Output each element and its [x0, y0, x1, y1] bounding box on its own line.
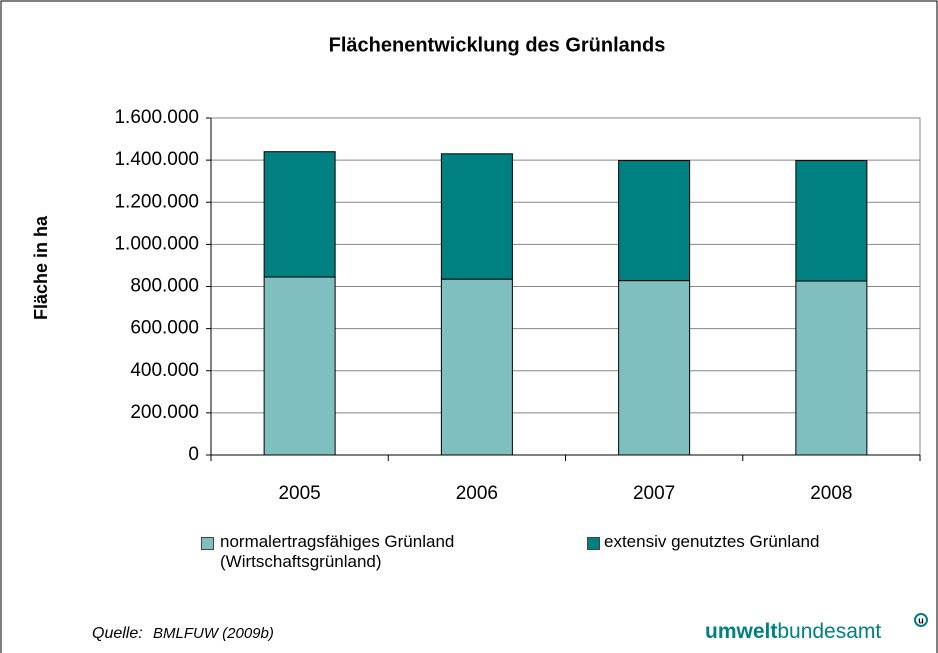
y-tick-label: 800.000: [130, 276, 199, 297]
bar-segment: [263, 151, 336, 278]
bar-segment: [795, 160, 868, 282]
y-tick-label: 1.600.000: [114, 107, 199, 128]
y-tick-label: 1.200.000: [114, 191, 199, 212]
bar-segment: [440, 153, 513, 280]
y-tick-label: 1.400.000: [114, 149, 199, 170]
legend-label: extensiv genutztes Grünland: [604, 532, 820, 551]
x-tick-label: 2008: [810, 483, 852, 504]
x-tick-label: 2006: [456, 483, 498, 504]
y-tick-label: 600.000: [130, 318, 199, 339]
bar-segment: [263, 276, 336, 456]
source-text: BMLFUW (2009b): [153, 625, 274, 642]
bar-segment: [795, 280, 868, 456]
legend-swatch: [587, 537, 600, 550]
bar-segment: [618, 160, 691, 282]
bar-segment: [618, 280, 691, 456]
logo-regular: bundesamt: [777, 620, 881, 643]
x-tick-label: 2005: [278, 483, 320, 504]
y-tick-label: 1.000.000: [114, 233, 199, 254]
bar-segment: [440, 278, 513, 456]
y-tick-label: 200.000: [130, 402, 199, 423]
chart-title: Flächenentwicklung des Grünlands: [329, 34, 666, 56]
x-tick-label: 2007: [633, 483, 675, 504]
y-axis-label: Fläche in ha: [31, 215, 51, 320]
logo-mark: u: [918, 615, 924, 625]
source-prefix: Quelle:: [92, 625, 143, 642]
legend-label: normalertragsfähiges Grünland (Wirtschaf…: [220, 532, 455, 571]
logo-mark-circle: [914, 613, 928, 627]
logo-bold: umwelt: [705, 620, 777, 643]
y-tick-label: 400.000: [130, 360, 199, 381]
y-tick-label: 0: [188, 444, 199, 465]
legend-swatch: [201, 537, 214, 550]
logo: umweltbundesamt: [705, 620, 881, 643]
